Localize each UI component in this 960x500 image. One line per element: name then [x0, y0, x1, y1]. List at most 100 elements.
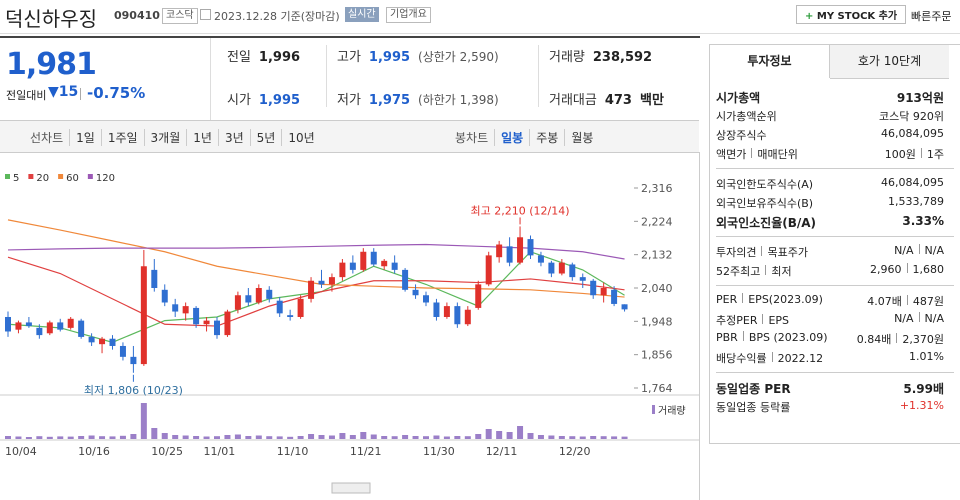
info-label: 목표주가 — [767, 246, 808, 259]
volume-bar — [611, 436, 618, 439]
volume-bar — [15, 436, 22, 439]
quick-order[interactable]: 빠른주문 — [911, 10, 952, 23]
volume-bar — [130, 434, 137, 439]
group-divider — [716, 372, 954, 373]
group-divider — [716, 285, 954, 286]
panel-tab[interactable]: 투자정보 — [710, 45, 830, 78]
info-values: 코스닥 920위 — [879, 108, 944, 124]
info-label: 배당수익률 — [716, 352, 767, 365]
y-tick-label: 1,856 — [641, 349, 673, 362]
info-value: 100원 — [884, 148, 916, 161]
candle-body — [88, 336, 95, 343]
volume-bar — [464, 436, 471, 439]
change-label: 전일대비 — [6, 89, 47, 102]
info-row: 동일업종 등락률 +1.31% — [716, 399, 944, 415]
group-divider — [716, 236, 954, 237]
scroll-handle[interactable] — [331, 482, 371, 494]
info-values: 46,084,095 — [881, 127, 944, 143]
company-info-button[interactable]: 기업개요 — [386, 7, 431, 23]
separator — [742, 331, 744, 341]
stat-value: 1,975 — [368, 93, 411, 108]
volume-bar — [151, 428, 158, 439]
volume-bar — [527, 433, 534, 439]
candle-body — [308, 280, 315, 299]
candle-body — [433, 302, 440, 317]
candle-body — [370, 251, 377, 265]
info-value: N/A — [894, 244, 914, 257]
x-tick-label: 12/11 — [486, 445, 518, 458]
info-value: N/A — [924, 312, 944, 325]
volume-bar — [5, 436, 11, 439]
period-tab[interactable]: 월봉 — [564, 129, 599, 146]
volume-bar — [349, 435, 356, 439]
volume-bar — [99, 436, 106, 439]
volume-legend-label: 거래량 — [658, 405, 686, 417]
stat-label: 고가 — [337, 50, 361, 65]
stat: 거래대금 473 백만 — [549, 89, 664, 108]
volume-bar — [548, 435, 555, 439]
volume-bar — [266, 436, 273, 439]
candle-body — [193, 307, 200, 325]
period-tab[interactable]: 주봉 — [529, 129, 564, 146]
period-tab[interactable]: 10년 — [281, 129, 320, 146]
y-tick-label: 2,132 — [641, 249, 673, 262]
panel-tab[interactable]: 호가 10단계 — [830, 45, 949, 79]
candle-body — [464, 309, 471, 325]
legend-swatch — [58, 174, 64, 179]
candle-body — [36, 327, 43, 336]
volume-bar — [600, 436, 607, 439]
separator — [906, 263, 908, 273]
period-tab[interactable]: 5년 — [249, 129, 282, 146]
candle-body — [130, 356, 137, 365]
separator — [920, 148, 922, 158]
info-values: 3.33% — [902, 214, 944, 231]
info-label: 시가총액 — [716, 91, 761, 105]
period-tab[interactable]: 3년 — [217, 129, 250, 146]
info-label: 상장주식수 — [716, 129, 767, 142]
period-tab[interactable]: 1주일 — [100, 129, 144, 146]
down-icon: ▼ — [48, 84, 59, 100]
info-label: 외국인한도주식수(A) — [716, 178, 814, 191]
volume-bar — [590, 436, 597, 439]
candle-body — [119, 345, 126, 357]
legend-swatch — [5, 174, 10, 179]
plus-icon: + — [805, 11, 817, 22]
stat-note: (하한가 1,398) — [418, 93, 499, 107]
info-label: 액면가 — [716, 148, 747, 161]
candle-body — [57, 322, 64, 330]
stat-value: 238,592 — [592, 50, 653, 65]
stat: 전일 1,996 — [227, 46, 300, 65]
info-labels: 추정PER EPS — [716, 312, 789, 328]
period-tab[interactable]: 3개월 — [143, 129, 187, 146]
period-tab[interactable]: 일봉 — [494, 129, 529, 146]
info-value: N/A — [894, 312, 914, 325]
info-label: BPS (2023.09) — [748, 331, 828, 344]
period-tab[interactable]: 1년 — [186, 129, 218, 146]
legend-swatch — [87, 174, 93, 179]
info-values: +1.31% — [900, 399, 944, 415]
candle-body — [423, 295, 429, 303]
candle-body — [214, 320, 220, 336]
realtime-button[interactable]: 실시간 — [345, 7, 379, 22]
volume-bar — [224, 435, 231, 439]
candle-body — [203, 320, 210, 325]
info-label: 동일업종 등락률 — [716, 401, 791, 414]
candle-body — [151, 269, 158, 288]
x-tick-label: 11/01 — [204, 445, 236, 458]
stock-code: 090410 — [114, 9, 160, 22]
change-rate: -0.75% — [87, 84, 146, 102]
separator — [751, 148, 753, 158]
volume-bar — [203, 436, 210, 439]
period-bar — [0, 120, 699, 153]
period-tab[interactable]: 1일 — [69, 129, 101, 146]
my-stock-button[interactable]: + MY STOCK 추가 — [796, 5, 907, 24]
change: ▼15 — [48, 84, 78, 100]
volume-bar — [46, 436, 53, 439]
volume-bar — [433, 435, 440, 439]
y-tick-label: 1,948 — [641, 315, 673, 328]
info-value: 1.01% — [909, 350, 944, 363]
candle-body — [611, 289, 618, 304]
info-value: 5.99배 — [903, 382, 944, 396]
candle-body — [485, 255, 492, 285]
price: 1,981 — [6, 47, 97, 82]
